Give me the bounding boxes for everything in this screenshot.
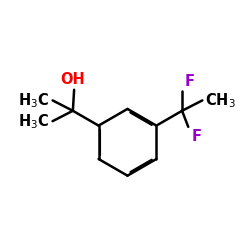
Text: H$_3$C: H$_3$C xyxy=(18,112,50,130)
Text: F: F xyxy=(185,74,195,88)
Text: CH$_3$: CH$_3$ xyxy=(205,91,236,110)
Text: OH: OH xyxy=(60,72,85,87)
Text: H$_3$C: H$_3$C xyxy=(18,91,50,110)
Text: F: F xyxy=(191,129,201,144)
